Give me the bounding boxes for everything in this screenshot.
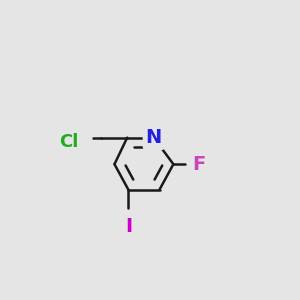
Text: N: N	[146, 128, 162, 147]
Text: F: F	[192, 155, 205, 174]
Text: I: I	[125, 217, 132, 236]
Text: Cl: Cl	[59, 133, 79, 151]
